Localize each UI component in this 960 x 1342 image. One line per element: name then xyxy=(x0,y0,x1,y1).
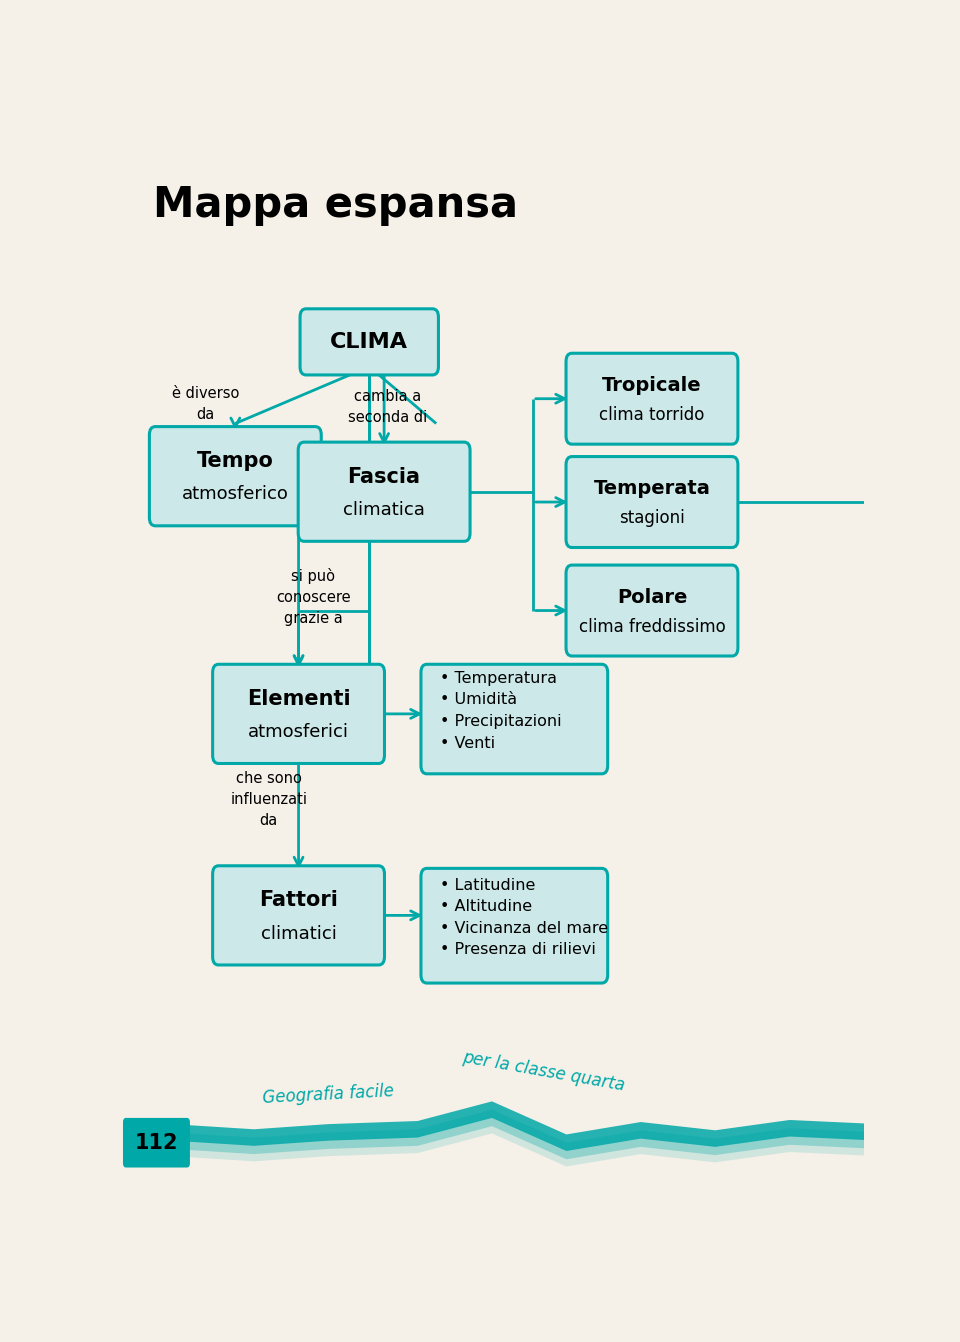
Text: clima freddissimo: clima freddissimo xyxy=(579,617,726,636)
Text: clima torrido: clima torrido xyxy=(599,407,705,424)
Text: si può
conoscere
grazie a: si può conoscere grazie a xyxy=(276,568,350,627)
Text: Fascia: Fascia xyxy=(348,467,420,487)
Text: 112: 112 xyxy=(134,1133,179,1153)
Text: climatici: climatici xyxy=(260,925,337,942)
FancyBboxPatch shape xyxy=(299,442,470,541)
FancyBboxPatch shape xyxy=(566,353,738,444)
FancyBboxPatch shape xyxy=(212,664,385,764)
FancyBboxPatch shape xyxy=(420,868,608,984)
Text: Geografia facile: Geografia facile xyxy=(262,1082,395,1107)
Text: che sono
influenzati
da: che sono influenzati da xyxy=(230,772,307,828)
Text: atmosferici: atmosferici xyxy=(248,723,349,741)
Polygon shape xyxy=(172,1110,879,1159)
Text: stagioni: stagioni xyxy=(619,510,684,527)
FancyBboxPatch shape xyxy=(123,1118,190,1168)
Polygon shape xyxy=(172,1117,879,1166)
FancyBboxPatch shape xyxy=(150,427,322,526)
Text: • Latitudine
• Altitudine
• Vicinanza del mare
• Presenza di rilievi: • Latitudine • Altitudine • Vicinanza de… xyxy=(441,878,609,957)
FancyBboxPatch shape xyxy=(566,565,738,656)
Text: Fattori: Fattori xyxy=(259,891,338,910)
FancyBboxPatch shape xyxy=(212,866,385,965)
Text: Elementi: Elementi xyxy=(247,688,350,709)
Text: CLIMA: CLIMA xyxy=(330,331,408,352)
Text: Polare: Polare xyxy=(616,588,687,607)
Text: è diverso
da: è diverso da xyxy=(172,386,239,421)
Text: per la classe quarta: per la classe quarta xyxy=(462,1048,627,1094)
Text: atmosferico: atmosferico xyxy=(181,486,289,503)
Text: • Temperatura
• Umidità
• Precipitazioni
• Venti: • Temperatura • Umidità • Precipitazioni… xyxy=(441,671,562,750)
Text: Tempo: Tempo xyxy=(197,451,274,471)
Text: Mappa espansa: Mappa espansa xyxy=(154,184,518,227)
Text: climatica: climatica xyxy=(343,501,425,519)
Polygon shape xyxy=(172,1102,879,1151)
FancyBboxPatch shape xyxy=(566,456,738,548)
Text: cambia a
seconda di: cambia a seconda di xyxy=(348,389,427,425)
Text: Tropicale: Tropicale xyxy=(602,376,702,395)
FancyBboxPatch shape xyxy=(420,664,608,774)
FancyBboxPatch shape xyxy=(300,309,439,374)
Text: Temperata: Temperata xyxy=(593,479,710,498)
